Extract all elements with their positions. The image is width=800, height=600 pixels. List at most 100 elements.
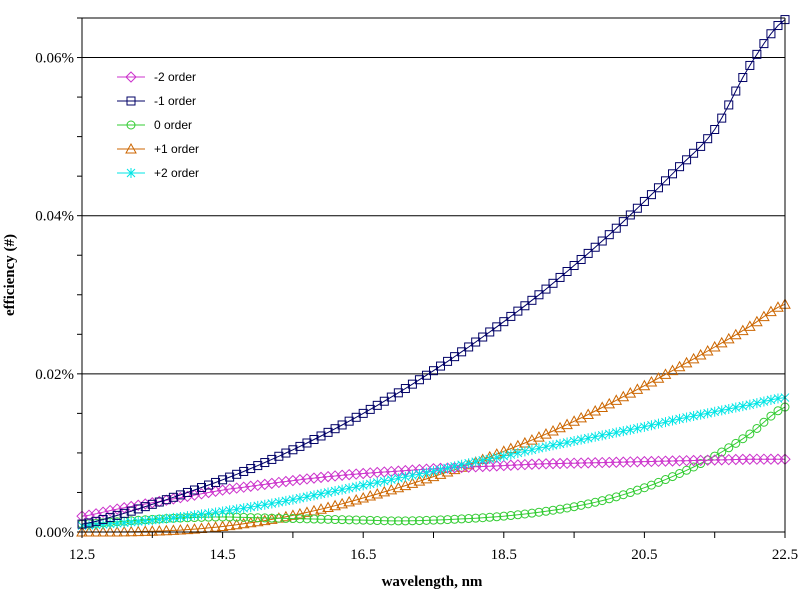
series-point xyxy=(618,217,628,227)
series-square xyxy=(77,15,790,529)
series-point xyxy=(548,505,558,515)
series-point xyxy=(443,462,452,473)
series-point xyxy=(420,472,433,484)
series-point xyxy=(358,480,368,491)
series-point xyxy=(112,510,122,520)
legend-item: +2 order xyxy=(117,166,199,180)
series-point xyxy=(132,525,145,537)
series-point xyxy=(773,21,783,31)
x-tick-label: 20.5 xyxy=(631,547,657,563)
y-tick-label: 0.06% xyxy=(35,51,74,67)
series-point xyxy=(260,513,270,523)
series-point xyxy=(555,272,565,282)
series-point xyxy=(562,267,572,277)
series-point xyxy=(365,478,375,489)
series-point xyxy=(499,317,509,327)
series-point xyxy=(513,510,523,520)
series-point xyxy=(232,469,242,479)
series-point xyxy=(766,394,776,405)
series-point xyxy=(745,399,755,410)
series-point xyxy=(188,523,201,534)
legend-label: +2 order xyxy=(154,166,199,180)
series-point xyxy=(90,508,102,520)
series-point xyxy=(555,438,565,449)
series-point xyxy=(239,503,249,514)
series-point xyxy=(393,516,403,526)
series-point xyxy=(211,477,221,487)
series-point xyxy=(337,515,347,525)
series-point xyxy=(98,514,108,524)
series-point xyxy=(689,462,699,472)
series-point xyxy=(244,516,257,528)
legend-item: -2 order xyxy=(117,70,196,84)
series-point xyxy=(258,514,271,526)
series-point xyxy=(91,516,101,526)
series-point xyxy=(189,485,199,495)
series-point xyxy=(766,29,776,39)
series-point xyxy=(176,512,185,523)
series-point xyxy=(309,514,319,524)
series-point xyxy=(703,134,713,144)
series-point xyxy=(689,148,699,158)
series-point xyxy=(471,337,481,347)
series-point xyxy=(204,480,214,490)
series-point xyxy=(745,60,755,70)
plot-background xyxy=(82,18,785,532)
series-point xyxy=(436,464,445,475)
series-point xyxy=(105,512,115,522)
series-point xyxy=(329,499,341,511)
series-point xyxy=(302,491,312,502)
series-point xyxy=(548,278,558,288)
series-point xyxy=(731,402,741,413)
series-point xyxy=(288,494,298,505)
series-point xyxy=(534,290,544,300)
series-point xyxy=(160,524,173,536)
series-point xyxy=(597,496,607,506)
series-point xyxy=(378,485,391,497)
series-point xyxy=(604,230,614,240)
series-point xyxy=(478,332,488,342)
axes xyxy=(77,17,786,538)
legend-label: -1 order xyxy=(154,94,196,108)
series-point xyxy=(357,491,370,503)
series-point xyxy=(379,476,389,487)
series-point xyxy=(640,421,649,432)
series-point xyxy=(267,454,277,464)
series-point xyxy=(119,517,129,528)
series-point xyxy=(441,466,454,477)
series-point xyxy=(281,495,291,506)
series-point xyxy=(281,448,291,458)
series-point xyxy=(246,513,256,523)
series-point xyxy=(583,433,593,444)
series-point xyxy=(274,497,284,508)
series-diamond xyxy=(76,453,791,522)
series-point xyxy=(392,481,405,493)
series-point xyxy=(225,505,234,516)
series-point xyxy=(752,49,762,59)
series-point xyxy=(583,248,593,258)
series-point xyxy=(527,295,537,305)
series-point xyxy=(223,519,236,531)
series-point xyxy=(478,513,488,523)
series-point xyxy=(457,459,466,470)
series-point xyxy=(111,503,123,515)
series-point xyxy=(436,515,446,525)
legend-label: +1 order xyxy=(154,142,199,156)
series-point xyxy=(125,525,138,537)
y-tick-label: 0.04% xyxy=(35,209,74,225)
series-point xyxy=(499,451,509,462)
legend: -2 order -1 order 0 order +1 order +2 order xyxy=(117,70,199,180)
series-point xyxy=(294,507,306,519)
series-point xyxy=(527,508,537,518)
series-point xyxy=(604,428,614,439)
series-point xyxy=(632,203,642,213)
series-point xyxy=(464,342,474,352)
series-point xyxy=(209,485,222,497)
series-point xyxy=(336,497,348,509)
series-point xyxy=(724,443,734,453)
series-point xyxy=(237,517,250,529)
series-point xyxy=(372,516,382,526)
series-point xyxy=(555,504,565,514)
series-point xyxy=(710,406,720,417)
series-point xyxy=(175,490,185,500)
